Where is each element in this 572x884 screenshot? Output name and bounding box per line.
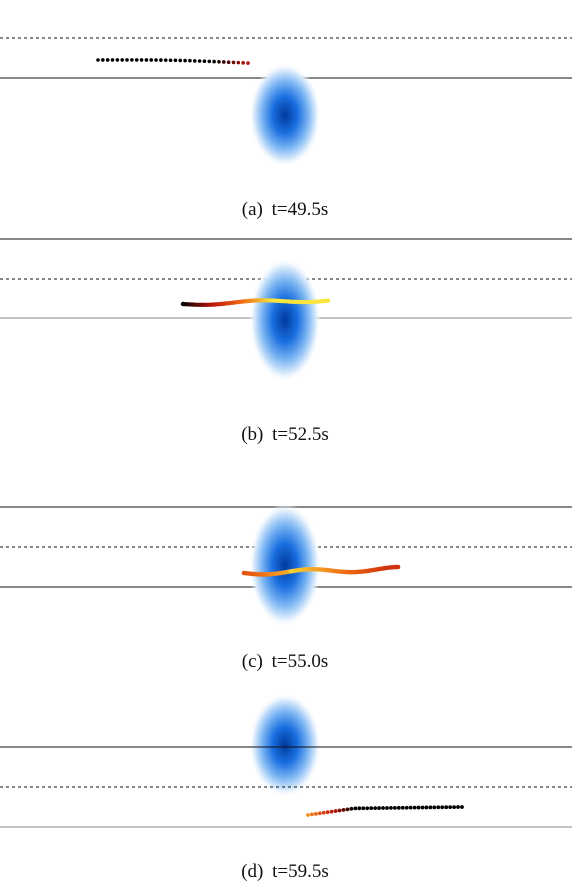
trajectory-point bbox=[404, 805, 409, 810]
trajectory-point bbox=[115, 58, 120, 62]
trajectory-point bbox=[452, 805, 457, 810]
trajectory-point bbox=[349, 806, 354, 811]
trajectory-point bbox=[333, 809, 338, 813]
trajectory-point bbox=[105, 58, 110, 62]
panel-caption: t=55.0s bbox=[272, 651, 329, 672]
trajectory-point bbox=[183, 58, 187, 63]
trajectory-point bbox=[149, 58, 154, 62]
trajectory-point bbox=[120, 58, 124, 62]
obstacle-field bbox=[249, 258, 321, 382]
trajectory bbox=[306, 805, 464, 817]
trajectory-point bbox=[381, 806, 385, 810]
trajectory-point bbox=[440, 805, 445, 810]
trajectory-point bbox=[396, 805, 401, 810]
trajectory-point bbox=[400, 805, 405, 810]
trajectory-point bbox=[178, 58, 183, 63]
trajectory-point bbox=[424, 805, 429, 810]
trajectory-point bbox=[325, 298, 331, 303]
panel-caption: t=52.5s bbox=[272, 424, 329, 445]
trajectory-point bbox=[365, 806, 370, 811]
trajectory-point bbox=[202, 59, 207, 64]
trajectory-point bbox=[373, 806, 378, 811]
trajectory-point bbox=[416, 805, 421, 810]
trajectory-point bbox=[197, 59, 202, 63]
trajectory-point bbox=[144, 58, 149, 62]
trajectory-point bbox=[329, 809, 334, 814]
trajectory-point bbox=[369, 806, 374, 811]
trajectory-point bbox=[139, 58, 144, 62]
trajectory-point bbox=[306, 813, 310, 817]
obstacle-field bbox=[249, 63, 321, 167]
trajectory-point bbox=[226, 60, 231, 64]
trajectory-point bbox=[377, 806, 381, 810]
caption: (a) t=49.5s bbox=[242, 199, 328, 220]
panel-label: (a) bbox=[242, 199, 263, 220]
trajectory-point bbox=[130, 58, 134, 62]
trajectory-point bbox=[420, 805, 425, 810]
trajectory bbox=[96, 58, 250, 65]
trajectory-point bbox=[246, 61, 250, 65]
caption: (b) t=52.5s bbox=[241, 424, 329, 445]
panel-a: (a) t=49.5s bbox=[0, 37, 572, 220]
trajectory-point bbox=[192, 59, 197, 63]
trajectory-point bbox=[212, 59, 216, 64]
trajectory-point bbox=[325, 810, 330, 815]
obstacle-field bbox=[249, 503, 321, 627]
trajectory-point bbox=[217, 59, 221, 64]
trajectory-point bbox=[436, 805, 441, 810]
trajectory-point bbox=[412, 805, 417, 810]
trajectory-point bbox=[392, 805, 397, 810]
trajectory-point bbox=[173, 58, 178, 63]
trajectory-point bbox=[101, 58, 105, 62]
trajectory bbox=[241, 564, 401, 577]
trajectory-point bbox=[96, 58, 100, 62]
panel-label: (d) bbox=[241, 861, 263, 882]
panel-b: (b) t=52.5s bbox=[0, 238, 572, 445]
trajectory-point bbox=[168, 58, 173, 63]
trajectory-point bbox=[428, 805, 433, 810]
caption: (d) t=59.5s bbox=[241, 861, 329, 882]
trajectory-point bbox=[188, 58, 192, 63]
trajectory-point bbox=[389, 806, 393, 810]
trajectory-point bbox=[395, 564, 401, 570]
trajectory-point bbox=[134, 58, 139, 62]
trajectory-point bbox=[357, 806, 362, 811]
panel-caption: t=49.5s bbox=[272, 199, 329, 220]
trajectory-point bbox=[313, 811, 318, 816]
trajectory-point bbox=[385, 806, 389, 810]
trajectory-point bbox=[231, 60, 236, 65]
trajectory-point bbox=[341, 808, 346, 812]
trajectory bbox=[180, 298, 331, 308]
panel-caption: t=59.5s bbox=[272, 861, 329, 882]
trajectory-point bbox=[317, 811, 322, 816]
trajectory-point bbox=[345, 807, 350, 812]
trajectory-point bbox=[110, 58, 115, 62]
trajectory-point bbox=[163, 58, 168, 62]
panel-c: (c) t=55.0s bbox=[0, 503, 572, 672]
panel-label: (b) bbox=[241, 424, 263, 445]
trajectory-point bbox=[444, 805, 449, 810]
trajectory-point bbox=[236, 60, 241, 65]
obstacle-field bbox=[249, 693, 321, 797]
panel-d: (d) t=59.5s bbox=[0, 693, 572, 882]
caption: (c) t=55.0s bbox=[242, 651, 328, 672]
trajectory-point bbox=[207, 59, 212, 64]
trajectory-point bbox=[159, 58, 163, 62]
trajectory-point bbox=[361, 806, 366, 811]
trajectory-point bbox=[125, 58, 129, 62]
panel-label: (c) bbox=[242, 651, 263, 672]
trajectory-point bbox=[241, 61, 245, 65]
trajectory-point bbox=[321, 810, 326, 815]
trajectory-point bbox=[408, 805, 413, 810]
trajectory-point bbox=[337, 808, 342, 813]
trajectory-point bbox=[456, 805, 460, 809]
trajectory-point bbox=[353, 806, 358, 811]
trajectory-point bbox=[460, 805, 464, 809]
trajectory-point bbox=[448, 805, 453, 810]
trajectory-point bbox=[222, 60, 226, 64]
trajectory-point bbox=[310, 812, 314, 817]
trajectory-point bbox=[432, 805, 437, 810]
trajectory-point bbox=[154, 58, 158, 62]
